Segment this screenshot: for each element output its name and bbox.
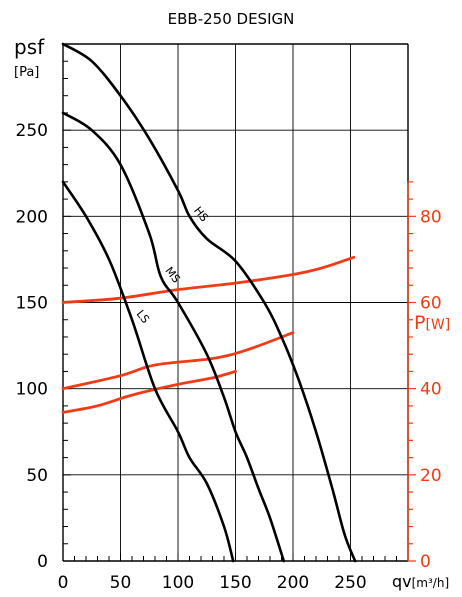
x-axis-label: qv[m³/h] [392, 572, 449, 591]
x-tick-label: 150 [219, 573, 251, 593]
y-tick-label: 100 [16, 380, 48, 400]
x-tick-label: 0 [58, 573, 69, 593]
power-curve-2 [61, 331, 295, 391]
y2-tick-label: 60 [420, 294, 442, 314]
y2-tick-label: 20 [420, 466, 442, 486]
x-axis-ticks: 0 50 100 150 200 250 [58, 573, 367, 593]
pressure-curve-ls [61, 180, 235, 563]
power-curves [61, 255, 356, 414]
y-axis-label: psf [14, 35, 45, 59]
pressure-curve-ms [61, 111, 286, 563]
y2-tick-label: 0 [420, 552, 431, 572]
power-curve-3 [61, 370, 237, 414]
y2-axis-label: P[W] [414, 312, 450, 334]
y-tick-label: 0 [37, 552, 48, 572]
curve-label-ls: LS [134, 308, 152, 326]
y2-tick-label: 40 [420, 380, 442, 400]
x-tick-label: 50 [110, 573, 132, 593]
y2-tick-label: 80 [420, 207, 442, 227]
y2-axis-ticks: 0 20 40 60 80 [407, 181, 442, 572]
chart-title: EBB-250 DESIGN [168, 10, 295, 28]
y-axis-ticks: 0 50 100 150 200 250 [16, 121, 48, 572]
y-tick-label: 150 [16, 294, 48, 314]
y-tick-label: 200 [16, 207, 48, 227]
y-tick-label: 250 [16, 121, 48, 141]
x-tick-label: 200 [277, 573, 309, 593]
y-axis-unit: [Pa] [14, 65, 39, 80]
y-tick-label: 50 [26, 466, 48, 486]
x-tick-label: 250 [334, 573, 366, 593]
pressure-curves [61, 42, 357, 563]
grid [62, 43, 409, 562]
power-curve-1 [61, 255, 356, 304]
x-tick-label: 100 [162, 573, 194, 593]
pressure-curve-hs [61, 42, 357, 563]
curve-label-ms: MS [162, 264, 182, 285]
